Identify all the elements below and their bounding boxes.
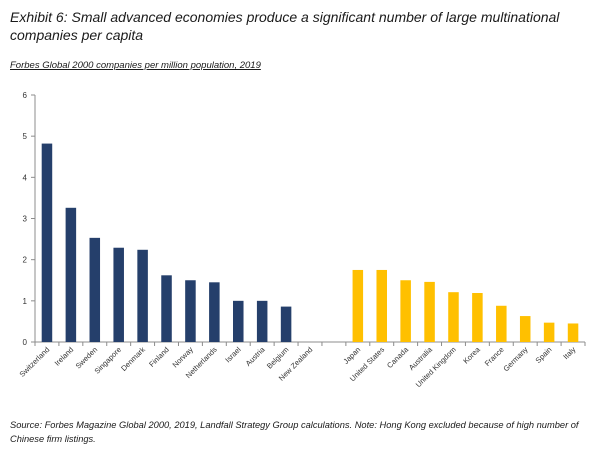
bar-norway <box>185 280 196 342</box>
y-tick-label: 4 <box>23 173 28 182</box>
bar-australia <box>424 281 435 342</box>
y-tick-label: 5 <box>23 132 28 141</box>
category-label: Finland <box>147 345 171 369</box>
y-tick-label: 0 <box>23 338 28 347</box>
chart-title: Exhibit 6: Small advanced economies prod… <box>10 9 560 43</box>
bar-belgium <box>280 306 292 342</box>
bar-netherlands <box>209 282 220 342</box>
y-tick-label: 2 <box>23 256 28 265</box>
bar-chart: 0 1 2 3 4 5 6 Switzerland IrelandSwedenSingapor… <box>18 91 586 389</box>
bar-denmark <box>137 249 148 342</box>
bar-united-states <box>376 269 387 342</box>
y-tick-label: 1 <box>23 297 28 306</box>
bar-austria <box>256 300 268 342</box>
bar-spain <box>543 322 555 342</box>
bar-italy <box>567 323 579 342</box>
category-label: Korea <box>461 344 482 365</box>
bars <box>41 143 579 342</box>
y-axis: 0 1 2 3 4 5 6 <box>23 91 36 347</box>
category-label: Germany <box>501 345 529 373</box>
bar-ireland <box>65 207 77 342</box>
y-tick-label: 6 <box>23 91 28 100</box>
bar-finland <box>161 275 172 342</box>
category-label: Austria <box>244 344 267 367</box>
bar-united-kingdom <box>448 292 459 342</box>
chart-subtitle: Forbes Global 2000 companies per million… <box>10 60 261 71</box>
x-axis <box>34 341 586 346</box>
bar-germany <box>519 316 531 342</box>
category-label: Japan <box>341 345 362 366</box>
category-label: Ireland <box>53 345 76 368</box>
category-label: France <box>483 345 506 368</box>
category-labels: Switzerland IrelandSwedenSingaporeDenmark… <box>18 344 578 389</box>
bar-korea <box>472 293 483 342</box>
y-tick-label: 3 <box>23 215 28 224</box>
category-label: Switzerland <box>18 345 52 379</box>
category-label: Denmark <box>119 345 147 373</box>
source-note: Source: Forbes Magazine Global 2000, 201… <box>10 420 579 444</box>
bar-japan <box>352 269 364 342</box>
category-label: Israel <box>223 345 243 365</box>
bar-canada <box>400 280 411 342</box>
bar-israel <box>233 300 244 342</box>
category-label: Italy <box>561 345 577 361</box>
category-label: Spain <box>534 345 554 365</box>
bar-singapore <box>113 247 124 342</box>
bar-sweden <box>89 237 101 342</box>
bar-france <box>496 305 507 342</box>
bar-switzerland <box>41 143 53 342</box>
